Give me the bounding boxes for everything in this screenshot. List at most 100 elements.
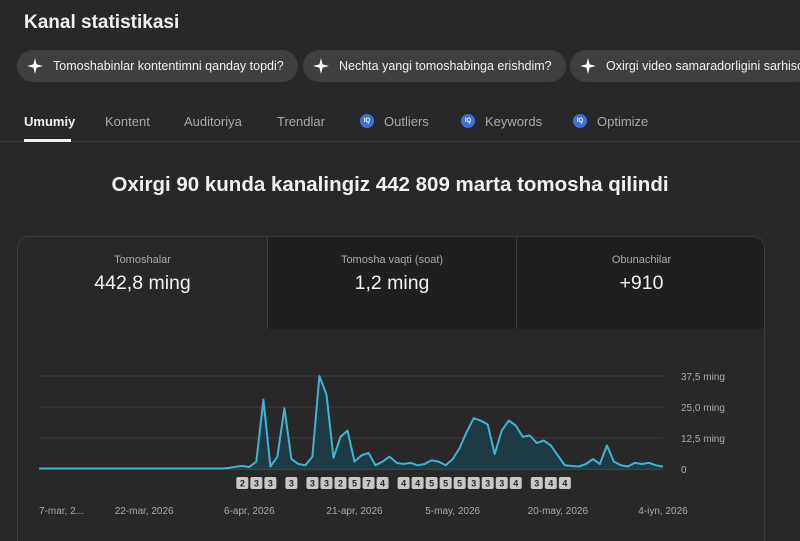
metric-label: Obunachilar <box>611 254 672 266</box>
x-tick-label: 22-mar, 2026 <box>115 506 174 517</box>
chip-content-discovery[interactable]: Tomoshabinlar kontentimni qanday topdi? <box>17 50 298 82</box>
upload-marker-count: 3 <box>324 479 329 489</box>
upload-marker <box>320 477 333 489</box>
series-line <box>39 375 664 470</box>
tab-keywords[interactable]: IQ Keywords <box>461 112 542 130</box>
upload-marker-count: 4 <box>562 479 567 489</box>
tab-optimize[interactable]: IQ Optimize <box>573 112 648 130</box>
metric-subscribers[interactable]: Obunachilar +910 <box>517 237 764 329</box>
metric-value: 1,2 ming <box>354 272 430 294</box>
metric-divider <box>267 237 268 329</box>
upload-marker-count: 3 <box>471 479 476 489</box>
x-tick-label: 6-apr, 2026 <box>224 506 275 517</box>
upload-marker-count: 5 <box>457 479 462 489</box>
tab-label: Auditoriya <box>184 113 242 129</box>
tab-label: Outliers <box>384 113 429 129</box>
upload-marker-count: 3 <box>499 479 504 489</box>
upload-marker <box>250 477 263 489</box>
upload-marker <box>411 477 424 489</box>
metric-value: +910 <box>619 272 664 294</box>
sparkle-icon <box>580 58 596 74</box>
upload-marker <box>453 477 466 489</box>
upload-marker <box>236 477 249 489</box>
tab-trends[interactable]: Trendlar <box>277 112 325 130</box>
upload-marker-count: 3 <box>485 479 490 489</box>
upload-marker <box>362 477 375 489</box>
upload-marker-count: 3 <box>254 479 259 489</box>
tab-label: Kontent <box>105 113 150 129</box>
upload-marker-count: 3 <box>289 479 294 489</box>
upload-marker <box>264 477 277 489</box>
metric-label: Tomoshalar <box>114 254 171 266</box>
x-tick-label: 7-mar, 2... <box>39 506 84 517</box>
upload-marker-count: 3 <box>310 479 315 489</box>
page-title: Kanal statistikasi <box>24 12 180 33</box>
y-tick-label: 25,0 ming <box>681 403 725 414</box>
tab-label: Keywords <box>485 113 543 129</box>
upload-marker <box>467 477 480 489</box>
upload-marker-count: 5 <box>352 479 357 489</box>
overview-card: Tomoshalar 442,8 ming Tomosha vaqti (soa… <box>17 236 765 541</box>
tab-overview[interactable]: Umumiy <box>24 112 75 130</box>
y-tick-label: 0 <box>681 465 687 476</box>
chip-label: Oxirgi video samaradorligini sarhisob <box>606 59 800 73</box>
tab-label: Optimize <box>597 113 649 129</box>
vidiq-icon: IQ <box>461 114 475 128</box>
tab-label: Umumiy <box>24 113 76 129</box>
upload-marker <box>425 477 438 489</box>
tab-outliers[interactable]: IQ Outliers <box>360 112 429 130</box>
upload-marker <box>495 477 508 489</box>
upload-marker <box>439 477 452 489</box>
upload-marker <box>306 477 319 489</box>
metric-divider <box>516 237 517 329</box>
upload-marker <box>334 477 347 489</box>
tab-content[interactable]: Kontent <box>105 112 150 130</box>
upload-marker-count: 3 <box>268 479 273 489</box>
upload-marker-count: 4 <box>415 479 420 489</box>
tab-bar: Umumiy Kontent Auditoriya Trendlar IQ Out… <box>0 100 800 142</box>
suggestion-chips: Tomoshabinlar kontentimni qanday topdi? … <box>17 50 800 82</box>
upload-marker <box>376 477 389 489</box>
y-tick-label: 12,5 ming <box>681 434 725 445</box>
upload-marker-count: 5 <box>443 479 448 489</box>
chip-latest-video-summary[interactable]: Oxirgi video samaradorligini sarhisob <box>570 50 800 82</box>
series-area <box>39 376 663 469</box>
upload-marker-count: 4 <box>401 479 406 489</box>
upload-marker-count: 3 <box>534 479 539 489</box>
upload-marker-count: 2 <box>240 479 245 489</box>
chip-label: Tomoshabinlar kontentimni qanday topdi? <box>53 59 284 73</box>
upload-marker-count: 2 <box>338 479 343 489</box>
metric-value: 442,8 ming <box>94 272 191 294</box>
upload-marker <box>544 477 557 489</box>
upload-marker-count: 5 <box>429 479 434 489</box>
chip-new-viewers[interactable]: Nechta yangi tomoshabinga erishdim? <box>303 50 566 82</box>
summary-headline: Oxirgi 90 kunda kanalingiz 442 809 marta… <box>111 173 669 196</box>
sparkle-icon <box>27 58 43 74</box>
vidiq-icon: IQ <box>360 114 374 128</box>
metric-views[interactable]: Tomoshalar 442,8 ming <box>18 237 267 329</box>
upload-marker <box>558 477 571 489</box>
upload-marker-count: 4 <box>380 479 385 489</box>
active-tab-indicator <box>24 139 71 142</box>
upload-marker <box>348 477 361 489</box>
tab-label: Trendlar <box>277 113 325 129</box>
upload-marker <box>509 477 522 489</box>
metric-label: Tomosha vaqti (soat) <box>340 254 444 266</box>
y-tick-label: 37,5 ming <box>681 372 725 383</box>
chip-label: Nechta yangi tomoshabinga erishdim? <box>339 59 552 73</box>
upload-marker <box>285 477 298 489</box>
upload-marker <box>397 477 410 489</box>
x-tick-label: 21-apr, 2026 <box>326 506 383 517</box>
upload-marker <box>530 477 543 489</box>
upload-marker-count: 4 <box>548 479 553 489</box>
x-tick-label: 5-may, 2026 <box>425 506 480 517</box>
metric-watch-time[interactable]: Tomosha vaqti (soat) 1,2 ming <box>268 237 516 329</box>
upload-marker-count: 7 <box>366 479 371 489</box>
sparkle-icon <box>313 58 329 74</box>
tab-audience[interactable]: Auditoriya <box>184 112 242 130</box>
x-tick-label: 20-may, 2026 <box>528 506 589 517</box>
upload-marker-count: 4 <box>513 479 518 489</box>
x-tick-label: 4-iyn, 2026 <box>638 506 688 517</box>
